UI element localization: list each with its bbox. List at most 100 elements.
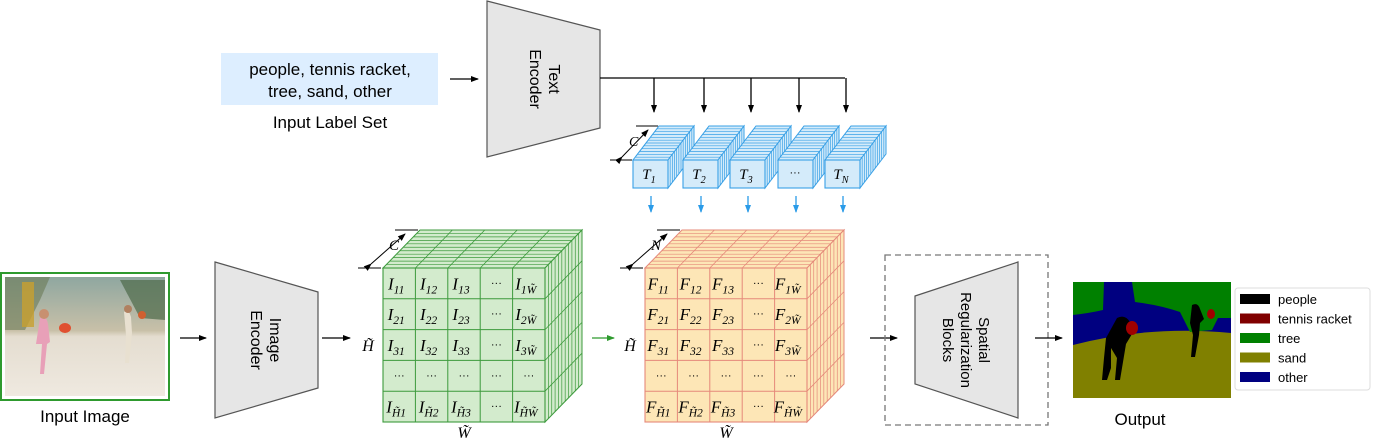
subscript: 12 xyxy=(690,283,702,296)
image-encoder-label-1: Image xyxy=(266,318,283,363)
subscript: 13 xyxy=(458,283,470,296)
grid-line xyxy=(806,352,845,392)
feature-cell: F3W̃ xyxy=(774,336,802,358)
symbol: T xyxy=(642,167,652,183)
grid-line xyxy=(447,229,486,269)
subscript: 1 xyxy=(651,175,656,186)
ellipsis-cell: ··· xyxy=(491,308,502,320)
subscript: H̃3 xyxy=(720,406,735,420)
subscript: 23 xyxy=(722,314,734,327)
depth-label: N xyxy=(650,238,662,254)
feature-cell: F11 xyxy=(647,274,669,296)
symbol: F xyxy=(711,305,723,324)
subscript: 11 xyxy=(394,283,405,296)
symbol: I xyxy=(419,305,427,324)
subscript: 33 xyxy=(457,345,470,358)
symbol: F xyxy=(774,336,786,355)
label-set-line-2: tree, sand, other xyxy=(268,82,392,101)
feature-cell: F32 xyxy=(679,336,702,358)
symbol: F xyxy=(646,305,658,324)
subscript: H̃W̃ xyxy=(783,406,803,420)
ellipsis-cell: ··· xyxy=(753,401,764,413)
symbol: F xyxy=(773,398,785,417)
text-embedding-2: T2 xyxy=(681,124,746,190)
symbol: I xyxy=(419,336,427,355)
feature-cell: F2W̃ xyxy=(774,305,802,327)
text-encoder: Text Encoder xyxy=(486,0,601,158)
symbol: I xyxy=(514,274,522,293)
width-label: W̃ xyxy=(457,424,472,441)
token-label: TN xyxy=(833,167,849,186)
token-label: ··· xyxy=(790,167,801,179)
subscript: 31 xyxy=(657,345,670,358)
subscript: 2W̃ xyxy=(785,313,802,327)
feature-cell: F23 xyxy=(711,305,734,327)
feature-cell: FH̃3 xyxy=(710,398,736,420)
ellipsis-cell: ··· xyxy=(523,370,534,382)
text-embeddings: T1 T2 T3··· TNC xyxy=(610,124,888,190)
grid-line xyxy=(544,352,583,392)
cube-front-face xyxy=(824,159,861,189)
grid-line xyxy=(709,229,748,269)
legend-label: other xyxy=(1278,370,1308,385)
text-encoder-label-1: Text xyxy=(545,64,562,94)
ellipsis-cell: ··· xyxy=(753,308,764,320)
feature-cell: I33 xyxy=(451,336,469,358)
symbol: I xyxy=(451,336,459,355)
feature-cell: I12 xyxy=(419,274,437,296)
label-set-line-1: people, tennis racket, xyxy=(249,60,411,79)
symbol: F xyxy=(677,398,689,417)
cube-front-face xyxy=(632,159,669,189)
symbol: F xyxy=(679,274,691,293)
subscript: 32 xyxy=(689,345,702,358)
legend-item: other xyxy=(1240,370,1308,385)
ellipsis-cell: ··· xyxy=(721,370,732,382)
grid-line xyxy=(741,229,780,269)
symbol: I xyxy=(387,274,395,293)
feature-cell: I21 xyxy=(387,305,405,327)
symbol: I xyxy=(418,398,426,417)
cube-front-face xyxy=(682,159,719,189)
ellipsis-cell: ··· xyxy=(394,370,405,382)
spatial-regularization-blocks: Spatial Regularization Blocks xyxy=(884,254,1049,426)
feature-cell: F13 xyxy=(711,274,734,296)
grid-line xyxy=(806,322,845,361)
grid-line xyxy=(544,260,583,300)
symbol: I xyxy=(514,336,522,355)
legend-item: tennis racket xyxy=(1240,312,1352,327)
subscript: 33 xyxy=(721,345,734,358)
feature-cell: FH̃1 xyxy=(645,398,671,420)
subscript: 3 xyxy=(747,175,753,186)
legend-swatch xyxy=(1240,372,1270,382)
cube-front-face xyxy=(777,159,814,189)
spatial-label-2: Regularization xyxy=(957,292,974,388)
symbol: T xyxy=(692,167,702,183)
label-set-box xyxy=(221,53,438,105)
feature-cell: I23 xyxy=(451,305,469,327)
subscript: 1W̃ xyxy=(521,283,538,297)
feature-cell: F22 xyxy=(679,305,702,327)
symbol: I xyxy=(450,398,458,417)
subscript: H̃W̃ xyxy=(519,406,539,420)
subscript: 12 xyxy=(426,283,438,296)
symbol: I xyxy=(451,274,459,293)
cube-front-face xyxy=(382,267,546,423)
legend-label: tree xyxy=(1278,331,1300,346)
ellipsis-cell: ··· xyxy=(785,370,796,382)
subscript: 31 xyxy=(392,345,405,358)
symbol: F xyxy=(710,398,722,417)
legend-swatch xyxy=(1240,352,1270,363)
feature-cell: F33 xyxy=(711,336,734,358)
output-caption: Output xyxy=(1114,410,1165,429)
subscript: 2W̃ xyxy=(521,313,538,327)
symbol: F xyxy=(679,336,691,355)
symbol: I xyxy=(387,336,395,355)
text-embedding-1: T1 xyxy=(631,124,696,190)
symbol: F xyxy=(711,336,723,355)
feature-cell: I1W̃ xyxy=(514,274,537,296)
ellipsis-cell: ··· xyxy=(753,339,764,351)
seg-person-1 xyxy=(1102,316,1132,380)
subscript: 22 xyxy=(426,314,438,327)
input-label-set: people, tennis racket, tree, sand, other… xyxy=(221,53,438,132)
output-segmentation: Output xyxy=(1073,282,1231,429)
